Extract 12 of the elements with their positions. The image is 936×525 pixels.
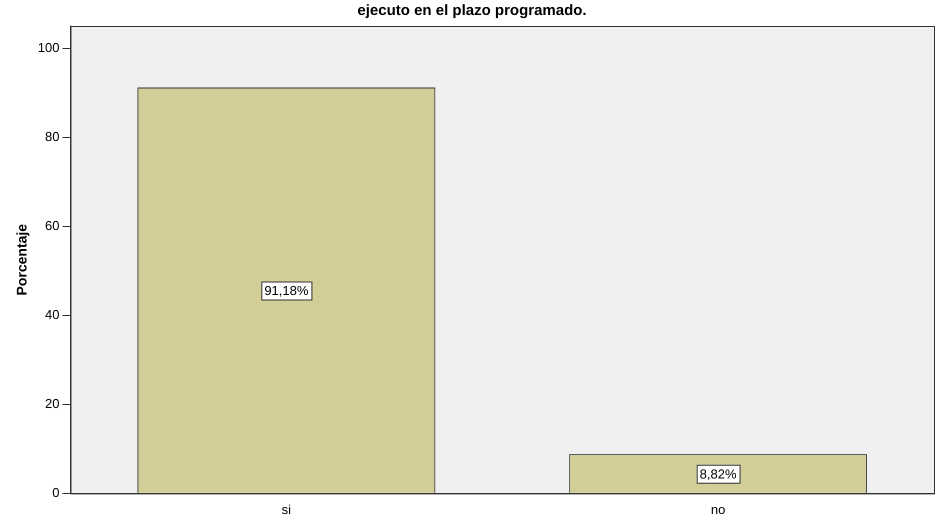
x-tick-label: no: [710, 502, 726, 517]
y-tick-label: 60: [45, 218, 60, 233]
y-tick-label: 80: [45, 128, 60, 144]
data-label: 8,82%: [700, 466, 737, 482]
y-tick-label: 20: [45, 396, 60, 411]
x-tick-label: si: [282, 502, 292, 517]
y-tick-label: 40: [45, 306, 60, 322]
y-tick-label: 0: [52, 484, 60, 500]
chart-title: ejecuto en el plazo programado.: [357, 2, 587, 20]
data-label: 91,18%: [264, 283, 309, 298]
y-tick-label: 100: [38, 40, 60, 55]
y-axis-title: Porcentaje: [13, 224, 30, 296]
